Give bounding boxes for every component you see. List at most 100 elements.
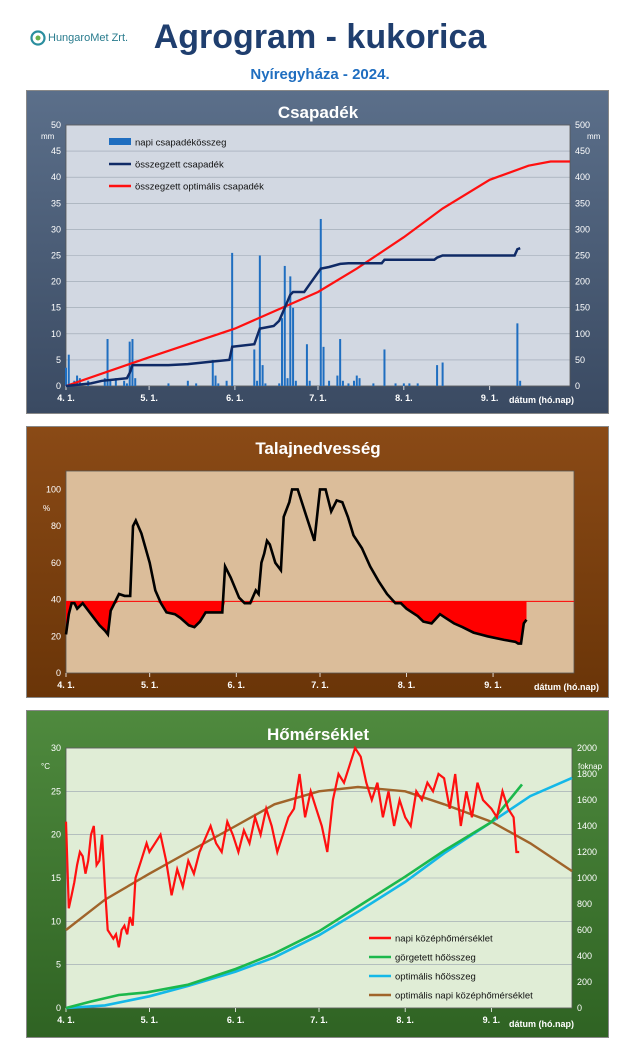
y-tick-label: 35	[51, 198, 61, 208]
y-tick-label: 30	[51, 224, 61, 234]
x-tick-label: 7. 1.	[310, 1015, 328, 1025]
bar	[106, 339, 109, 386]
precipitation-panel: Csapadék mm mm dátum (hó.nap) 0 5 10 15 20 25…	[26, 90, 609, 414]
y-tick-label: 15	[51, 303, 61, 313]
x-tick-label: 5. 1.	[141, 1015, 159, 1025]
y2-tick-label: 200	[575, 277, 590, 287]
y2-tick-label: 450	[575, 146, 590, 156]
bar	[123, 380, 126, 386]
bar	[353, 380, 355, 386]
bar	[186, 380, 189, 386]
x-tick-label: 7. 1.	[311, 680, 329, 690]
bar	[358, 378, 361, 386]
bar	[278, 383, 281, 386]
x-tick-label: 9. 1.	[481, 393, 499, 403]
x-tick-label: 9. 1.	[483, 1015, 501, 1025]
bar	[103, 378, 106, 386]
page-subtitle: Nyíregyháza - 2024.	[250, 66, 390, 83]
x-axis-label: dátum (hó.nap)	[509, 395, 574, 405]
bar	[217, 383, 220, 386]
bar	[134, 378, 137, 386]
legend-label: napi csapadékösszeg	[135, 138, 226, 149]
y2-tick-label: 1600	[577, 795, 597, 805]
bar	[292, 307, 295, 386]
y2-tick-label: 800	[577, 899, 592, 909]
bar	[256, 380, 259, 386]
bar	[402, 383, 405, 386]
y-tick-label: 5	[56, 355, 61, 365]
x-tick-label: 9. 1.	[484, 680, 502, 690]
x-axis-label: dátum (hó.nap)	[534, 682, 599, 692]
y-tick-label: 40	[51, 595, 61, 605]
y2-tick-label: 250	[575, 251, 590, 261]
y-tick-label: 100	[46, 484, 61, 494]
x-tick-label: 8. 1.	[396, 1015, 414, 1025]
x-tick-label: 8. 1.	[395, 393, 413, 403]
bar	[286, 378, 289, 386]
left-unit-label: °C	[41, 762, 50, 771]
y-tick-label: 15	[51, 873, 61, 883]
bar	[341, 380, 344, 386]
bar	[372, 383, 375, 386]
y2-tick-label: 1800	[577, 769, 597, 779]
deficit-area	[66, 601, 527, 644]
y-tick-label: 0	[56, 1003, 61, 1013]
bar	[214, 375, 217, 386]
bar	[225, 380, 228, 386]
y2-tick-label: 400	[575, 172, 590, 182]
bar	[258, 255, 261, 386]
logo-text: HungaroMet Zrt.	[48, 32, 129, 44]
right-unit-label: foknap	[578, 762, 603, 771]
y2-tick-label: 2000	[577, 743, 597, 753]
soil-moisture-chart: Talajnedvesség % dátum (hó.nap) 0 20 40 60 8…	[43, 439, 599, 692]
bar	[294, 380, 297, 386]
bar	[336, 375, 339, 386]
y-tick-label: 10	[51, 329, 61, 339]
hungaromet-logo-icon	[30, 30, 46, 46]
left-unit-label: %	[43, 504, 50, 513]
legend-label: optimális napi középhőmérséklet	[395, 991, 533, 1002]
bar	[114, 378, 117, 386]
y-tick-label: 45	[51, 146, 61, 156]
bar	[519, 380, 522, 386]
y2-tick-label: 400	[577, 951, 592, 961]
bar	[261, 365, 264, 386]
bar	[416, 383, 419, 386]
y2-tick-label: 100	[575, 329, 590, 339]
legend-label: görgetett hőösszeg	[395, 953, 476, 964]
x-tick-label: 4. 1.	[57, 680, 75, 690]
y-tick-label: 25	[51, 251, 61, 261]
bar	[289, 276, 292, 386]
x-tick-label: 4. 1.	[57, 1015, 75, 1025]
bar	[328, 380, 331, 386]
bar	[281, 318, 283, 386]
bar	[383, 349, 386, 386]
legend-label: optimális hőösszeg	[395, 972, 476, 983]
y2-tick-label: 1000	[577, 873, 597, 883]
x-tick-label: 7. 1.	[309, 393, 327, 403]
bar	[231, 252, 234, 386]
optimal-cumulative-line	[65, 160, 570, 388]
bar	[76, 375, 79, 386]
bar	[339, 339, 342, 386]
bar	[109, 380, 112, 386]
y2-tick-label: 50	[575, 355, 585, 365]
soil-moisture-title: Talajnedvesség	[255, 439, 380, 458]
bar	[67, 354, 70, 386]
bar	[211, 359, 214, 386]
x-tick-label: 6. 1.	[227, 1015, 245, 1025]
bar	[195, 383, 198, 386]
y-tick-label: 50	[51, 120, 61, 130]
page-title: Agrogram - kukorica	[153, 18, 487, 56]
y-tick-label: 0	[56, 381, 61, 391]
y2-tick-label: 300	[575, 224, 590, 234]
bar	[347, 383, 350, 386]
x-tick-label: 5. 1.	[140, 393, 158, 403]
bar	[394, 383, 397, 386]
legend-label: napi középhőmérséklet	[395, 934, 493, 945]
bar	[436, 365, 439, 386]
bar	[167, 383, 170, 386]
logo: HungaroMet Zrt.	[30, 30, 128, 46]
legend-swatch	[109, 138, 131, 145]
bar	[264, 383, 267, 386]
